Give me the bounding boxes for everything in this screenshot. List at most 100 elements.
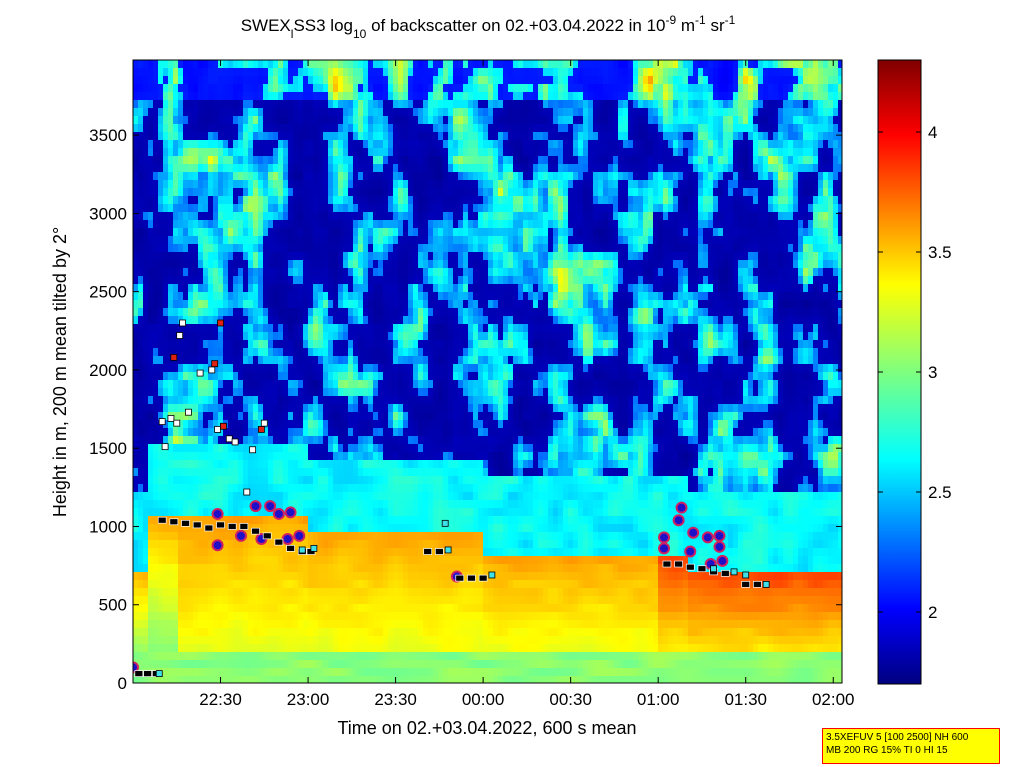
heat-cell — [338, 172, 343, 180]
heat-cell — [248, 340, 253, 348]
heat-cell — [168, 156, 173, 164]
heat-cell — [423, 60, 428, 68]
heat-cell — [443, 244, 448, 252]
heat-cell — [253, 308, 258, 316]
heat-cell — [318, 436, 323, 444]
heat-cell — [278, 500, 283, 508]
heat-cell — [138, 196, 143, 204]
heat-cell — [133, 412, 138, 420]
heat-cell — [433, 204, 438, 212]
heat-cell — [408, 492, 413, 500]
heat-cell — [313, 68, 318, 76]
heat-cell — [313, 668, 318, 676]
heat-cell — [148, 76, 153, 84]
heat-cell — [193, 436, 198, 444]
heat-cell — [298, 148, 303, 156]
heat-cell — [238, 324, 243, 332]
heat-cell — [153, 356, 158, 364]
heat-cell — [168, 524, 173, 532]
heat-cell — [253, 236, 258, 244]
heat-cell — [278, 620, 283, 628]
heat-cell — [173, 244, 178, 252]
heat-cell — [148, 332, 153, 340]
heat-cell — [153, 404, 158, 412]
heat-cell — [303, 452, 308, 460]
heat-cell — [193, 156, 198, 164]
heat-cell — [438, 412, 443, 420]
heat-cell — [323, 84, 328, 92]
heat-cell — [148, 348, 153, 356]
heat-cell — [428, 404, 433, 412]
heat-cell — [353, 156, 358, 164]
heat-cell — [343, 140, 348, 148]
heat-cell — [328, 524, 333, 532]
heat-cell — [338, 452, 343, 460]
heat-cell — [423, 348, 428, 356]
heat-cell — [338, 612, 343, 620]
heat-cell — [248, 596, 253, 604]
heat-cell — [173, 572, 178, 580]
heat-cell — [258, 492, 263, 500]
heat-cell — [423, 564, 428, 572]
heat-cell — [333, 180, 338, 188]
heat-cell — [173, 236, 178, 244]
heat-cell — [368, 228, 373, 236]
heat-cell — [273, 116, 278, 124]
heat-cell — [313, 652, 318, 660]
heat-cell — [288, 172, 293, 180]
heat-cell — [208, 92, 213, 100]
heat-cell — [298, 252, 303, 260]
heat-cell — [233, 284, 238, 292]
heat-cell — [313, 324, 318, 332]
heat-cell — [383, 180, 388, 188]
heat-cell — [228, 556, 233, 564]
heat-cell — [178, 156, 183, 164]
heat-cell — [433, 220, 438, 228]
heat-cell — [388, 436, 393, 444]
heat-cell — [328, 108, 333, 116]
heat-cell — [298, 324, 303, 332]
heat-cell — [403, 84, 408, 92]
heat-cell — [198, 188, 203, 196]
heat-cell — [258, 644, 263, 652]
heat-cell — [303, 340, 308, 348]
heat-cell — [183, 636, 188, 644]
heat-cell — [393, 284, 398, 292]
heat-cell — [298, 484, 303, 492]
heat-cell — [448, 300, 453, 308]
heat-cell — [348, 532, 353, 540]
heat-cell — [423, 516, 428, 524]
heat-cell — [258, 652, 263, 660]
heat-cell — [383, 236, 388, 244]
heat-cell — [333, 132, 338, 140]
heat-cell — [393, 156, 398, 164]
heat-cell — [438, 140, 443, 148]
heat-cell — [248, 476, 253, 484]
heat-cell — [368, 60, 373, 68]
heat-cell — [263, 260, 268, 268]
heat-cell — [323, 396, 328, 404]
heat-cell — [408, 404, 413, 412]
heat-cell — [243, 676, 248, 683]
heat-cell — [293, 220, 298, 228]
heat-cell — [163, 300, 168, 308]
heat-cell — [433, 260, 438, 268]
heat-cell — [363, 212, 368, 220]
heat-cell — [353, 380, 358, 388]
heat-cell — [433, 236, 438, 244]
heat-cell — [348, 636, 353, 644]
heat-cell — [318, 252, 323, 260]
heat-cell — [413, 668, 418, 676]
heat-cell — [143, 356, 148, 364]
heat-cell — [403, 180, 408, 188]
heat-cell — [338, 132, 343, 140]
heat-cell — [153, 236, 158, 244]
heat-cell — [293, 316, 298, 324]
heat-cell — [158, 300, 163, 308]
heat-cell — [203, 364, 208, 372]
heat-cell — [358, 60, 363, 68]
heat-cell — [193, 380, 198, 388]
heat-cell — [198, 652, 203, 660]
heat-cell — [198, 268, 203, 276]
heat-cell — [358, 68, 363, 76]
